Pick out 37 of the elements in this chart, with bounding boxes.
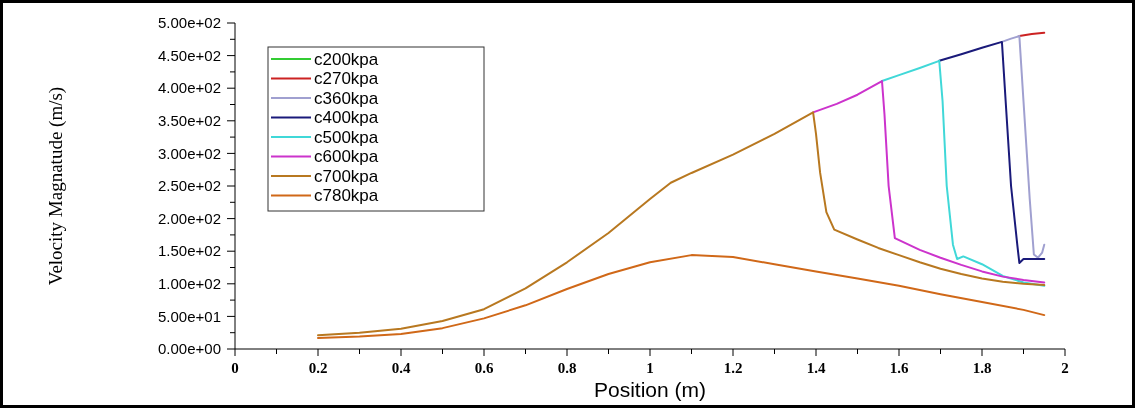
line-series [880, 59, 1046, 287]
y-tick-label: 5.00e+01 [158, 307, 221, 325]
legend-label: c270kpa [314, 69, 379, 89]
legend-label: c360kpa [314, 88, 379, 108]
legend-label: c200kpa [314, 49, 379, 69]
legend-label: c700kpa [314, 166, 379, 186]
legend-label: c500kpa [314, 127, 379, 147]
y-tick-label: 0.00e+00 [158, 340, 221, 358]
y-tick-label: 3.50e+02 [158, 112, 221, 130]
y-axis-title: Velocity Magnatude (m/s) [45, 86, 67, 286]
x-axis-title: Position (m) [593, 378, 707, 401]
y-tick-label: 1.00e+02 [158, 275, 221, 293]
legend-label: c780kpa [314, 186, 379, 206]
x-tick-label: 1 [646, 360, 654, 376]
line-series [317, 254, 1046, 339]
y-tick-label: 1.50e+02 [158, 242, 221, 260]
x-tick-label: 1.2 [723, 360, 743, 376]
x-tick-label: 1.4 [806, 360, 826, 376]
x-tick-label: 1.8 [972, 360, 992, 376]
x-tick-label: 1.6 [889, 360, 909, 376]
legend-label: c600kpa [314, 147, 379, 167]
x-tick-label: 2 [1061, 360, 1069, 376]
y-tick-label: 5.00e+02 [158, 14, 221, 32]
x-tick-label: 0 [231, 360, 239, 376]
x-tick-label: 0.4 [391, 360, 411, 376]
y-tick-label: 4.00e+02 [158, 79, 221, 97]
legend-label: c400kpa [314, 108, 379, 128]
x-tick-label: 0.2 [308, 360, 328, 376]
x-tick-label: 0.8 [557, 360, 577, 376]
y-tick-label: 3.00e+02 [158, 144, 221, 162]
y-tick-label: 4.50e+02 [158, 46, 221, 64]
y-tick-label: 2.00e+02 [158, 209, 221, 227]
line-series [812, 80, 1046, 284]
line-series [1000, 35, 1046, 259]
y-tick-label: 2.50e+02 [158, 177, 221, 195]
x-tick-label: 0.6 [474, 360, 494, 376]
line-series [938, 40, 1046, 264]
